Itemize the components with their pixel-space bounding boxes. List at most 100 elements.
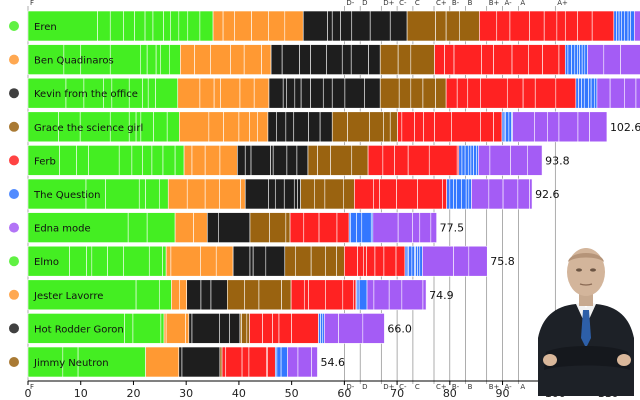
bar-segment	[223, 111, 240, 143]
bar-segment	[297, 178, 301, 210]
grade-label-bottom: C	[415, 383, 420, 391]
bar-segment	[91, 245, 108, 277]
bar-segment	[473, 145, 478, 176]
bar-segment	[627, 10, 631, 42]
bar-segment	[406, 10, 436, 42]
bar-segment	[146, 212, 176, 243]
bar-segment	[459, 10, 480, 42]
bar-segment	[477, 145, 491, 176]
bar-segment	[325, 245, 337, 277]
bar-segment	[529, 178, 533, 210]
grade-label-top: B+	[489, 0, 500, 7]
bar-segment	[590, 77, 595, 109]
bar-segment	[308, 279, 326, 311]
bar-segment	[131, 145, 143, 176]
bar-row: Kevin from the office107.3	[9, 77, 640, 109]
bar-segment	[496, 10, 511, 42]
bar-segment	[451, 111, 481, 143]
bar-segment	[353, 279, 357, 311]
bar-segment	[363, 245, 367, 277]
bar-segment	[294, 77, 302, 109]
bar-segment	[77, 346, 146, 378]
bar-segment	[281, 44, 300, 75]
bar-segment	[383, 111, 391, 143]
bar-segment	[618, 10, 623, 42]
bar-segment	[314, 178, 326, 210]
bar-segment	[219, 346, 223, 378]
bar-segment	[354, 178, 374, 210]
row-name-label: Jimmy Neutron	[33, 358, 109, 369]
bar-segment	[272, 313, 280, 344]
bar-segment	[258, 279, 282, 311]
bar-segment	[222, 10, 235, 42]
bar-segment	[318, 313, 321, 344]
bar-segment	[123, 10, 135, 42]
bar-segment	[194, 44, 211, 75]
bar-segment	[461, 145, 466, 176]
bar-segment	[249, 313, 263, 344]
bar-segment	[276, 111, 287, 143]
bar-segment	[351, 10, 371, 42]
bar-segment	[395, 245, 406, 277]
bar-segment	[389, 10, 408, 42]
grade-label-bottom: A	[520, 383, 525, 391]
bar-segment	[246, 313, 250, 344]
bar-segment	[86, 245, 93, 277]
bar-segment	[324, 178, 344, 210]
bar-segment	[397, 111, 403, 143]
bar-segment	[468, 178, 472, 210]
fries-icon	[9, 289, 19, 300]
bar-segment	[343, 178, 355, 210]
bar-segment	[310, 77, 324, 109]
x-axis: 0102030405060708090100110	[25, 380, 619, 400]
bar-segment	[179, 111, 210, 143]
bar-segment	[458, 145, 463, 176]
row-total-label: 66.0	[387, 322, 412, 335]
bar-segment	[422, 245, 454, 277]
grade-label-top: C-	[399, 0, 407, 7]
bar-segment	[308, 111, 321, 143]
grade-label-bottom: B-	[452, 383, 460, 391]
bar-segment	[609, 77, 625, 109]
bar-segment	[146, 44, 157, 75]
left-hand	[543, 354, 557, 366]
bar-segment	[581, 77, 585, 109]
bar-segment	[183, 145, 193, 176]
bar-segment	[239, 77, 255, 109]
bar-segment	[577, 10, 593, 42]
bar-segment	[428, 145, 458, 176]
bar-segment	[534, 111, 548, 143]
bar-segment	[382, 145, 395, 176]
bar-segment	[105, 178, 140, 210]
bar-segment	[297, 346, 312, 378]
row-total-label: 93.8	[545, 154, 570, 167]
bar-segment	[571, 44, 576, 75]
bar-segment	[27, 313, 125, 344]
row-total-label: 102.6	[610, 121, 640, 134]
tie	[581, 310, 591, 348]
bar-segment	[368, 44, 381, 75]
bar-segment	[369, 111, 384, 143]
bar-segment	[109, 10, 124, 42]
bar-segment	[286, 77, 296, 109]
bar-segment	[587, 44, 605, 75]
bar-segment	[322, 77, 333, 109]
bar-segment	[366, 245, 376, 277]
bar-segment	[300, 178, 315, 210]
bar-segment	[27, 212, 129, 243]
grade-label-bottom: D-	[346, 383, 354, 391]
bar-segment	[268, 178, 276, 210]
bar-segment	[453, 44, 482, 75]
x-tick-label: 40	[232, 387, 246, 400]
bar-row: Edna mode 77.5	[9, 212, 464, 243]
bar-segment	[265, 245, 286, 277]
bar-segment	[27, 44, 65, 75]
bar-segment	[356, 279, 360, 311]
bar-segment	[199, 10, 214, 42]
bar-segment	[293, 111, 309, 143]
bar-segment	[407, 145, 430, 176]
grade-label-bottom: B	[468, 383, 473, 391]
bar-segment	[364, 77, 381, 109]
bar-segment	[411, 245, 415, 277]
bar-segment	[200, 245, 217, 277]
